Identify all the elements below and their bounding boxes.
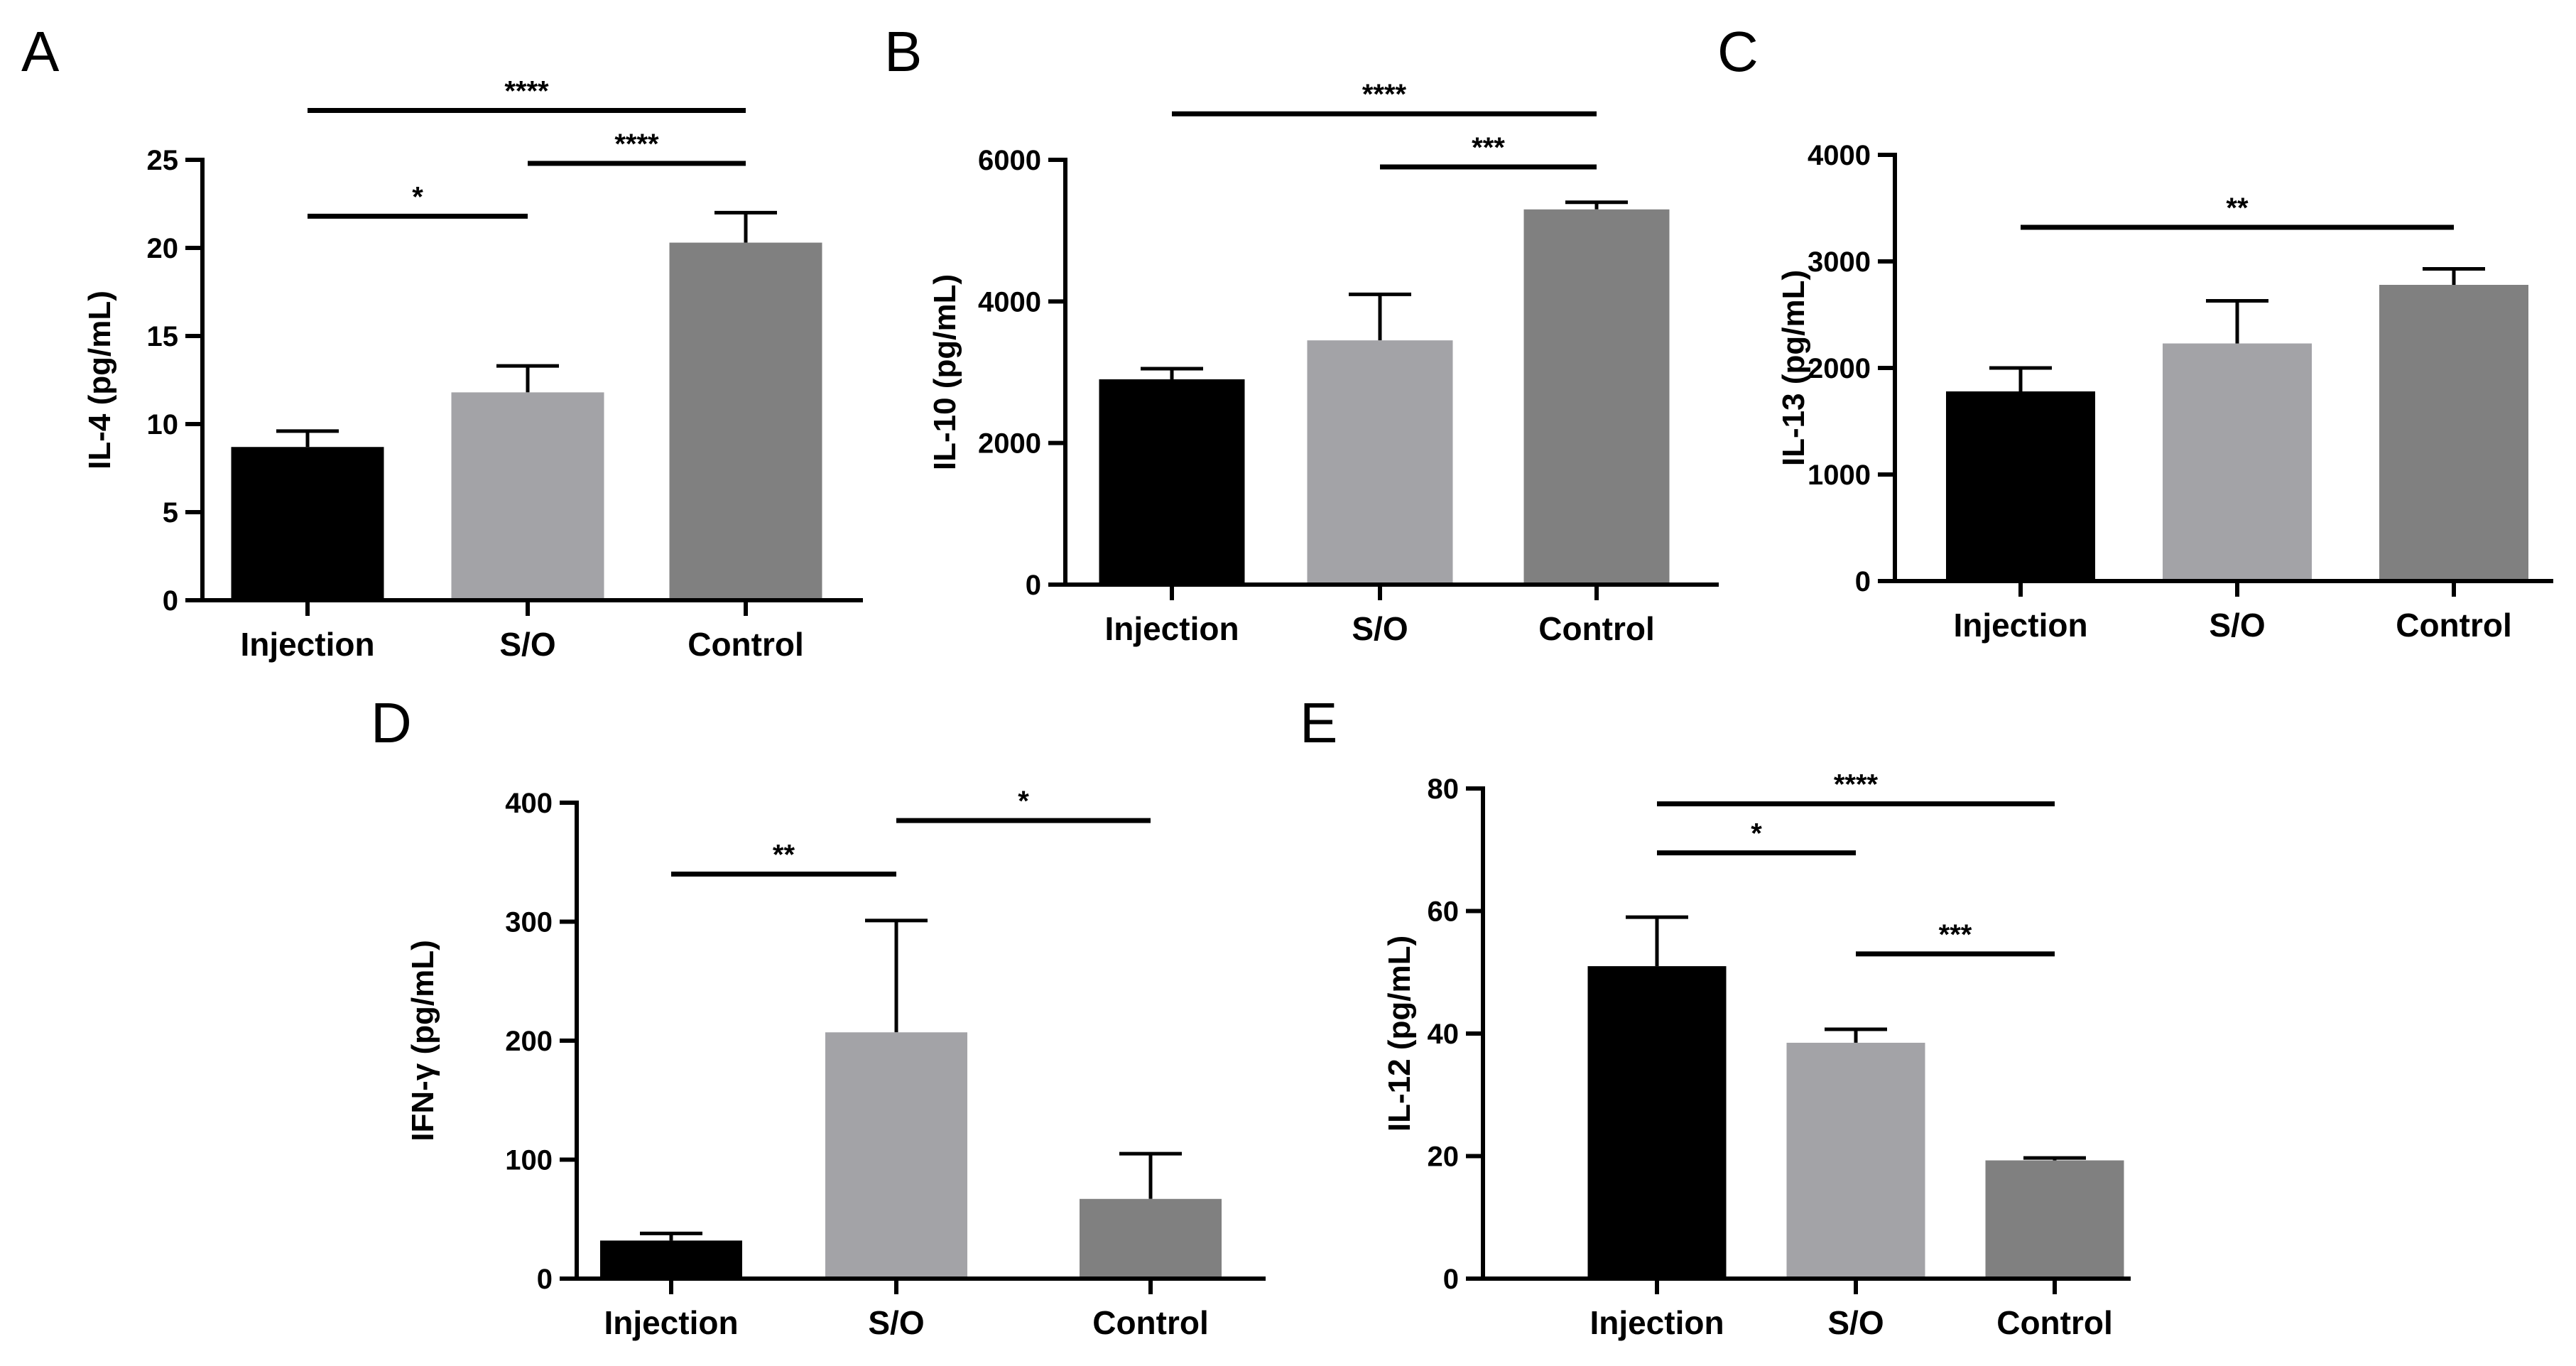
panel-letter-e: E [1300,691,1337,754]
y-tick-label-e-2: 40 [1428,1019,1460,1050]
y-tick-label-d-0: 0 [537,1264,553,1295]
x-tick-label-d-0: Injection [604,1304,738,1341]
panel-letter-b: B [884,20,922,83]
y-tick-label-e-4: 80 [1428,774,1460,805]
y-axis-label-e: IL-12 (pg/mL) [1382,936,1417,1132]
y-tick-label-d-3: 300 [505,907,553,938]
y-tick-label-b-3: 6000 [978,145,1041,176]
y-tick-label-c-0: 0 [1855,566,1871,597]
bar-e-so [1786,1042,1925,1279]
y-axis-label-b: IL-10 (pg/mL) [928,274,962,470]
y-tick-label-c-4: 4000 [1808,140,1871,171]
y-tick-label-e-0: 0 [1443,1264,1459,1295]
x-tick-label-b-1: S/O [1352,610,1408,647]
bar-c-injection [1946,391,2095,581]
x-tick-label-a-2: Control [688,626,804,663]
y-tick-label-a-2: 10 [147,409,179,440]
y-tick-label-d-1: 100 [505,1145,553,1176]
x-tick-label-e-0: Injection [1589,1304,1724,1341]
panel-e: E Injection S/O Control 0 20 40 60 80 IL-12 (pg/m… [1300,691,2131,1341]
x-tick-label-a-0: Injection [240,626,374,663]
bar-a-injection [231,447,384,600]
significance-label-d-1: * [1018,786,1029,817]
x-tick-label-a-1: S/O [499,626,555,663]
significance-label-a-0: **** [504,76,549,107]
x-tick-label-c-2: Control [2396,607,2512,644]
significance-label-e-2: *** [1939,919,1972,950]
y-tick-label-e-1: 20 [1428,1142,1460,1173]
significance-label-c-0: ** [2226,193,2249,224]
significance-label-e-1: * [1751,818,1762,850]
significance-label-b-1: *** [1472,132,1505,163]
significance-label-e-0: **** [1834,769,1879,801]
y-tick-label-e-3: 60 [1428,896,1460,928]
y-tick-label-c-3: 3000 [1808,246,1871,278]
y-tick-label-c-1: 1000 [1808,460,1871,491]
y-tick-label-a-1: 5 [163,497,178,528]
bar-e-control [1985,1160,2124,1279]
y-tick-label-b-2: 4000 [978,286,1041,318]
bar-a-so [451,392,604,600]
bar-d-so [825,1032,967,1279]
y-tick-label-b-0: 0 [1026,570,1041,601]
y-tick-label-b-1: 2000 [978,428,1041,460]
x-tick-label-d-2: Control [1092,1304,1209,1341]
panel-c: C Injection S/O Control 0 1000 2000 3000 4000 IL-… [1717,20,2553,644]
y-tick-label-c-2: 2000 [1808,353,1871,384]
x-tick-label-c-1: S/O [2209,607,2265,644]
panel-letter-a: A [21,20,60,83]
bar-e-injection [1587,966,1727,1279]
y-tick-label-a-4: 20 [147,233,179,264]
significance-label-a-1: **** [614,129,659,160]
x-tick-label-c-0: Injection [1953,607,2087,644]
y-tick-label-a-5: 25 [147,145,179,176]
bar-b-so [1307,340,1453,585]
bar-b-injection [1099,379,1245,585]
bar-d-control [1080,1198,1222,1279]
y-axis-label-c: IL-13 (pg/mL) [1776,270,1811,466]
y-tick-label-d-4: 400 [505,788,553,819]
y-axis-label-d: IFN-γ (pg/mL) [406,940,440,1142]
bar-d-injection [600,1240,742,1279]
significance-label-a-2: * [412,181,423,212]
bar-a-control [669,242,822,600]
bar-b-control [1523,209,1670,585]
bar-c-control [2379,285,2528,581]
x-tick-label-d-1: S/O [868,1304,924,1341]
x-tick-label-b-2: Control [1538,610,1655,647]
panel-d: D Injection S/O Control 0 100 200 300 400 IFN-γ (… [371,691,1266,1341]
panel-b: B Injection S/O Control 0 2000 4000 6000 IL-10 (… [884,20,1719,647]
significance-label-d-0: ** [773,840,795,871]
y-axis-label-a: IL-4 (pg/mL) [82,291,117,470]
panel-letter-c: C [1717,20,1759,83]
x-tick-label-e-2: Control [1996,1304,2113,1341]
x-tick-label-e-1: S/O [1827,1304,1884,1341]
y-tick-label-d-2: 200 [505,1026,553,1057]
bar-c-so [2163,343,2312,581]
significance-label-b-0: **** [1362,79,1407,110]
panel-a: A Injection S/O Control 0 5 10 15 20 25 IL-4 (pg/m… [21,20,863,663]
x-tick-label-b-0: Injection [1104,610,1239,647]
y-tick-label-a-0: 0 [163,585,178,617]
y-tick-label-a-3: 15 [147,321,179,352]
panel-letter-d: D [371,691,412,754]
